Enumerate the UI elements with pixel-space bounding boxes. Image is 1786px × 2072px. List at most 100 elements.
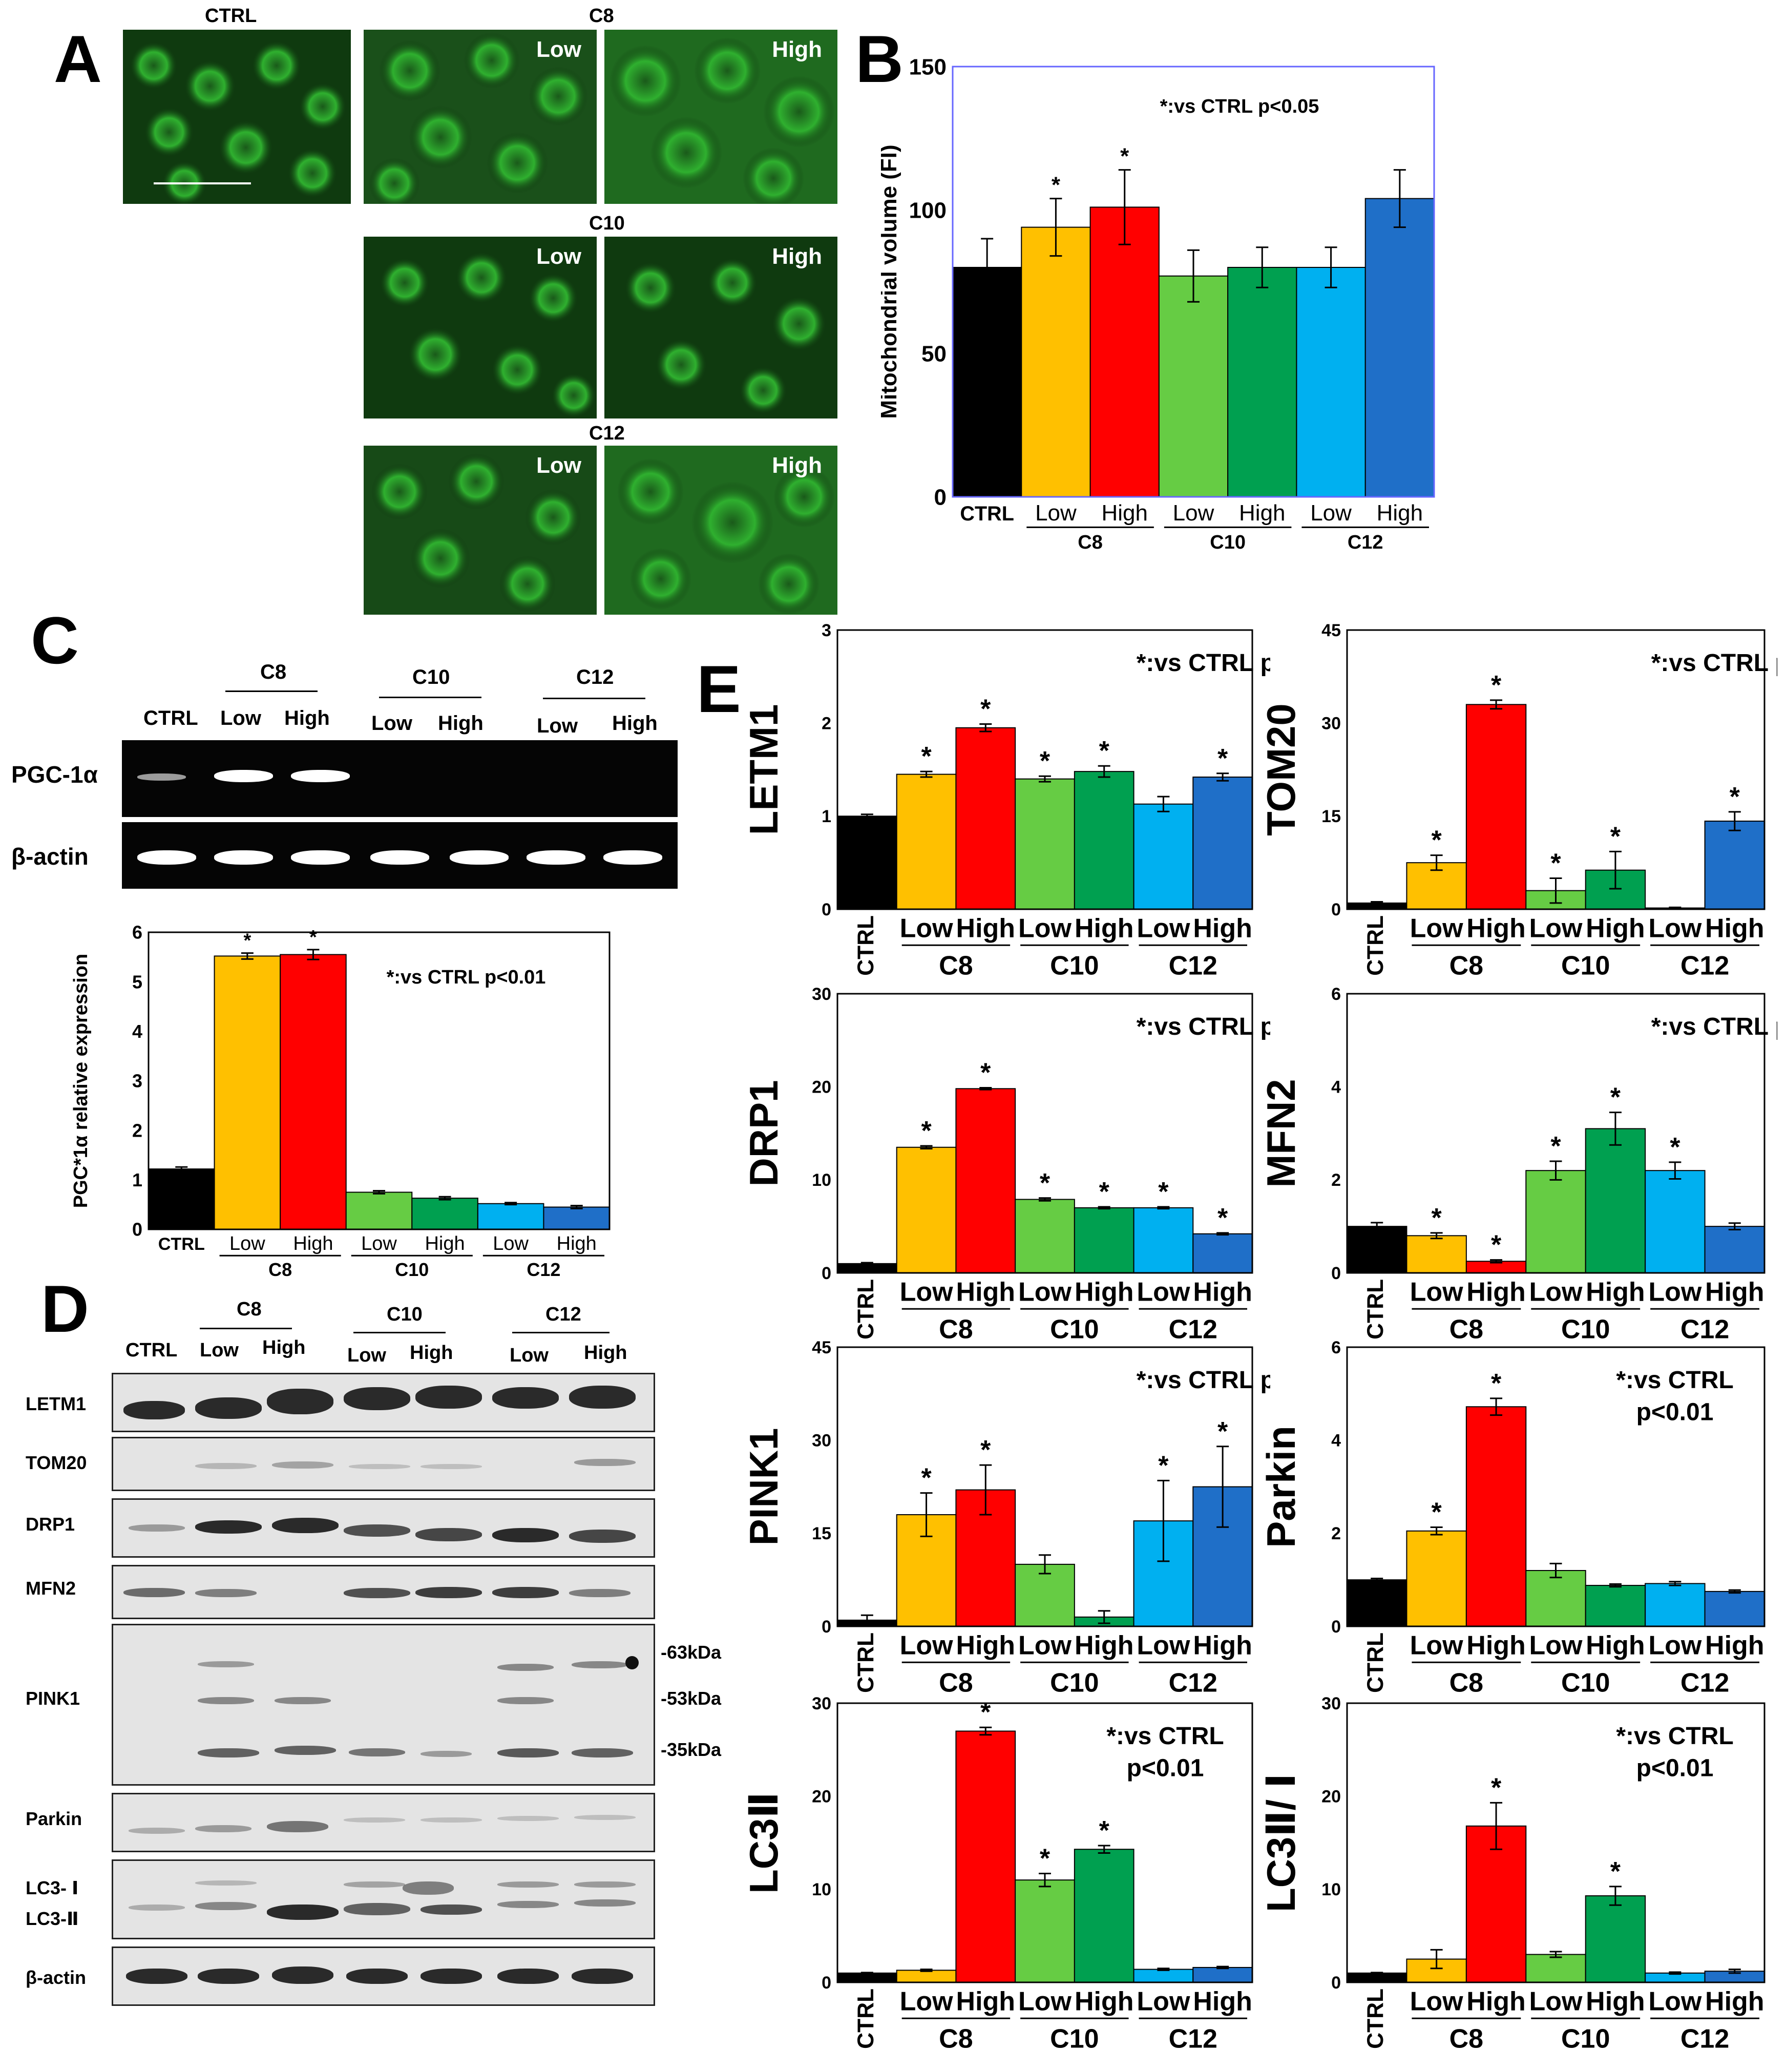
x-label-ctrl-tom20: CTRL: [1363, 915, 1388, 976]
x-label-c12-low-parkin: Low: [1648, 1631, 1702, 1661]
x-label-c10-high-pink1: High: [1075, 1631, 1134, 1661]
y-tick-drp1-10: 10: [812, 1170, 831, 1190]
bar-letm1-6: [1192, 777, 1253, 910]
gel-lane-c10-high: High: [438, 712, 484, 735]
group-label-c10-letm1: C10: [1050, 951, 1099, 980]
x-label-c10-low-mfn2: Low: [1529, 1278, 1583, 1307]
error-bar-lc3ii_i-2: [1490, 1802, 1503, 1850]
micrograph-c12-high-label: High: [772, 453, 822, 478]
panel-a-c10-label: C10: [589, 213, 625, 234]
y-axis-label-lc3ii_i: LC3Ⅱ/ Ⅰ: [1265, 1773, 1304, 1912]
significance-star-lc3ii_i-2: *: [1491, 1773, 1502, 1803]
gel-lane-ctrl: CTRL: [143, 707, 198, 729]
blot-row-b-actin: β-actin: [26, 1967, 86, 1988]
y-tick-pink1-45: 45: [812, 1338, 831, 1357]
y-tick-c-1: 1: [132, 1169, 142, 1190]
bar-tom20-2: [1465, 704, 1527, 910]
error-bar-c-5: [505, 1202, 517, 1206]
x-label-ctrl-c: CTRL: [158, 1234, 205, 1254]
blot-group-c8: C8: [237, 1299, 262, 1320]
plot-frame-pink1: [836, 1346, 1253, 1627]
x-label-ctrl-lc3ii_i: CTRL: [1363, 1989, 1388, 2049]
error-bar-letm1-3: [1039, 775, 1051, 783]
significance-star-mfn2-4: *: [1610, 1083, 1621, 1113]
x-label-ctrl-parkin: CTRL: [1363, 1633, 1388, 1693]
significance-star-drp1-5: *: [1158, 1177, 1169, 1207]
annotation-mfn2-0: *:vs CTRL p<0.01: [1651, 1013, 1777, 1040]
significance-star-pink1-6: *: [1217, 1417, 1228, 1447]
bar-lc3ii-6: [1192, 1966, 1253, 1983]
group-label-c12-pink1: C12: [1169, 1668, 1217, 1698]
error-bar-tom20-0: [1371, 901, 1383, 905]
error-bar-drp1-4: [1098, 1206, 1110, 1210]
significance-star-letm1-6: *: [1217, 744, 1228, 773]
micrograph-ctrl: [123, 30, 351, 204]
gel-group-c12: C12: [576, 666, 614, 688]
x-label-c8-low-c: Low: [229, 1233, 265, 1254]
x-label-ctrl-letm1: CTRL: [853, 915, 878, 976]
x-label-c10-high-c: High: [425, 1233, 465, 1254]
y-tick-pink1-15: 15: [812, 1524, 831, 1543]
bar-lc3ii-5: [1133, 1969, 1194, 1983]
bar-c-5: [477, 1203, 544, 1230]
annotation-lc3ii-0: *:vs CTRL: [1106, 1723, 1224, 1750]
x-label-c10-low-lc3ii_i: Low: [1529, 1987, 1583, 2017]
error-bar-b-3: [1187, 249, 1200, 303]
bar-lc3ii-2: [955, 1730, 1016, 1983]
group-label-c8-drp1: C8: [939, 1314, 973, 1344]
bar-lc3ii-1: [896, 1970, 957, 1983]
error-bar-letm1-2: [979, 723, 992, 732]
significance-star-b-2: *: [1120, 144, 1129, 169]
bar-parkin-3: [1525, 1570, 1586, 1627]
group-label-c12-drp1: C12: [1169, 1314, 1217, 1344]
blot-lane-c12-high: High: [584, 1342, 627, 1364]
group-label-c10-parkin: C10: [1561, 1668, 1610, 1698]
significance-star-tom20-4: *: [1610, 822, 1621, 851]
error-bar-lc3ii_i-6: [1728, 1969, 1741, 1974]
gel-b-actin: [122, 822, 678, 889]
bar-letm1-2: [955, 727, 1016, 910]
bar-lc3ii-0: [837, 1972, 897, 1983]
error-bar-c-6: [570, 1205, 583, 1209]
error-bar-b-1: [1049, 198, 1062, 257]
blot-lane-c8-high: High: [262, 1337, 306, 1358]
blot-parkin: [112, 1793, 655, 1852]
error-bar-lc3ii_i-1: [1430, 1949, 1443, 1970]
y-tick-parkin-0: 0: [1331, 1617, 1341, 1637]
x-label-c8-high-lc3ii_i: High: [1466, 1987, 1526, 2017]
blot-lane-c10-low: Low: [347, 1345, 386, 1366]
error-bar-c-4: [438, 1196, 451, 1201]
annotation-drp1-0: *:vs CTRL p<0.01: [1137, 1013, 1270, 1040]
y-axis-label-parkin: Parkin: [1265, 1426, 1304, 1547]
gel-lane-c12-low: Low: [537, 715, 578, 737]
group-label-c10-lc3ii_i: C10: [1561, 2024, 1610, 2054]
y-tick-drp1-30: 30: [812, 985, 831, 1004]
error-bar-b-0: [981, 238, 994, 297]
x-label-c10-low-drp1: Low: [1018, 1278, 1072, 1307]
blot-lane-c8-low: Low: [200, 1340, 239, 1361]
group-label-c12-c: C12: [527, 1259, 560, 1280]
bar-letm1-3: [1015, 778, 1075, 910]
error-bar-parkin-0: [1371, 1577, 1383, 1582]
y-axis-label-c: PGC*1α relative expression: [72, 954, 92, 1208]
x-label-c10-low-tom20: Low: [1529, 914, 1583, 944]
significance-star-lc3ii-2: *: [980, 1698, 991, 1727]
bar-lc3ii_i-0: [1347, 1972, 1407, 1983]
group-label-c10-drp1: C10: [1050, 1314, 1099, 1344]
significance-star-c-1: *: [243, 930, 251, 952]
x-label-c12-low-c: Low: [493, 1233, 529, 1254]
error-bar-pink1-2: [979, 1464, 992, 1516]
micrograph-c12-low-label: Low: [536, 453, 581, 478]
x-label-c12-low-drp1: Low: [1137, 1278, 1190, 1307]
y-tick-b-0: 0: [934, 485, 947, 510]
bar-c-1: [214, 955, 281, 1230]
y-tick-c-6: 6: [132, 922, 142, 943]
error-bar-c-1: [241, 952, 254, 960]
gel-group-c8: C8: [260, 661, 287, 683]
y-tick-drp1-0: 0: [822, 1264, 831, 1283]
group-label-c10-b: C10: [1210, 532, 1246, 553]
significance-star-pink1-5: *: [1158, 1451, 1169, 1480]
significance-star-letm1-2: *: [980, 694, 991, 724]
blot-row-letm1: LETM1: [26, 1393, 87, 1414]
